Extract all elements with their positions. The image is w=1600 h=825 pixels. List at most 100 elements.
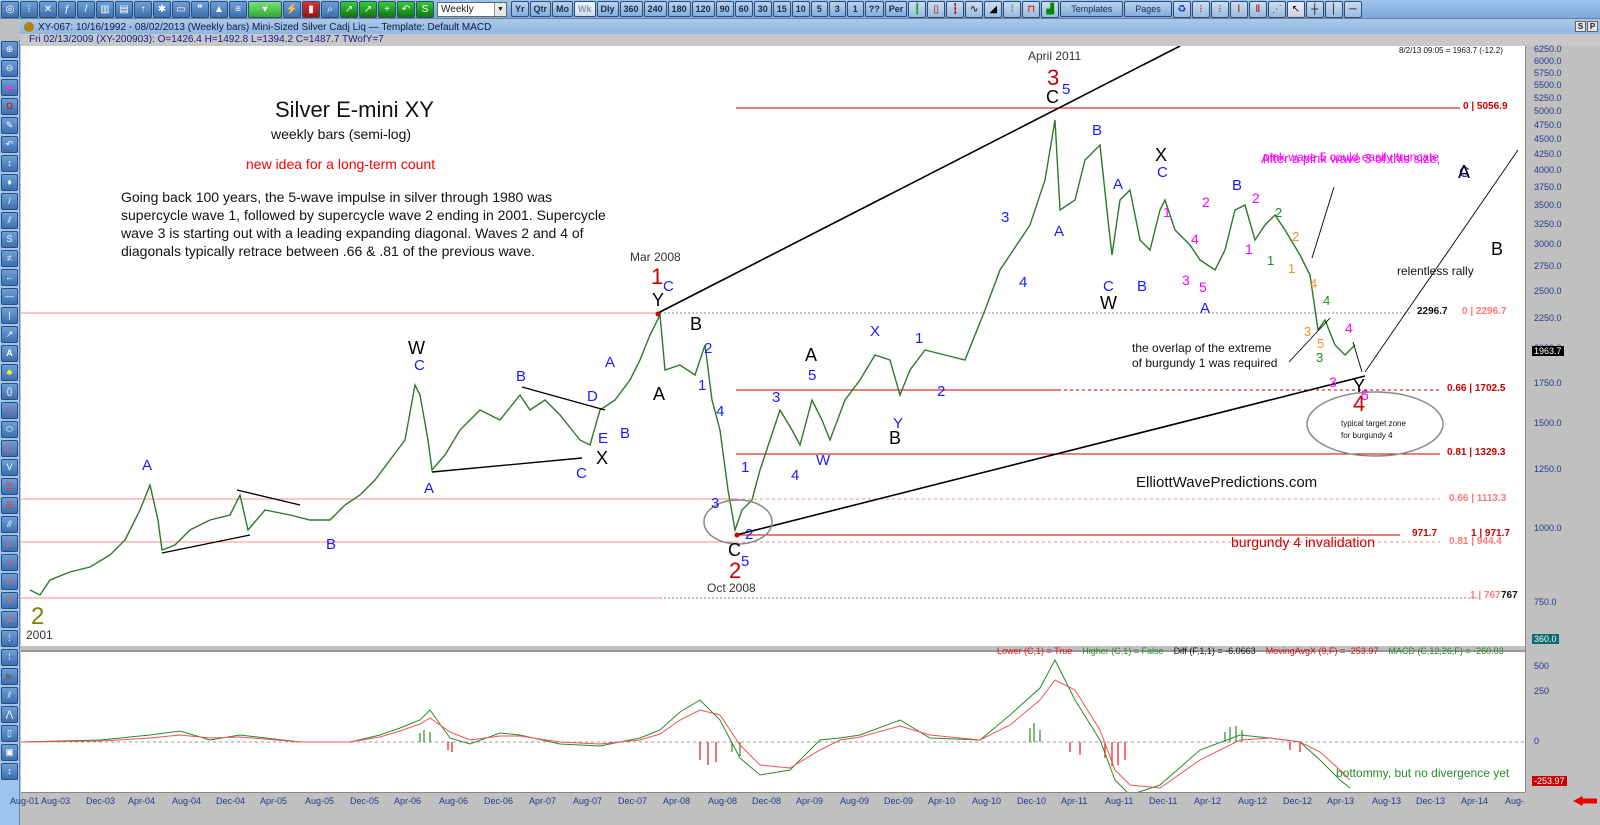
alert-icon[interactable]: ♦ bbox=[1, 174, 18, 191]
globe-icon[interactable]: ◎ bbox=[1, 0, 19, 18]
interval-button-90[interactable]: 90 bbox=[715, 1, 734, 17]
arrow-left-icon[interactable]: ← bbox=[1, 269, 18, 286]
interval-button-1[interactable]: 1 bbox=[846, 1, 864, 17]
fib-extension-icon[interactable]: ⋰ bbox=[1267, 0, 1286, 18]
line-chart-icon[interactable]: ∿ bbox=[965, 0, 984, 18]
eraser-icon[interactable]: ▰ bbox=[1, 79, 18, 96]
gears-icon[interactable]: ✱ bbox=[153, 0, 171, 18]
speed-line-icon[interactable]: S bbox=[1, 231, 18, 248]
books-icon[interactable]: ▥ bbox=[96, 0, 114, 18]
time-zones-icon[interactable]: ⁞ bbox=[1, 649, 18, 666]
fib-price2-icon[interactable]: Ⅱ bbox=[1248, 0, 1267, 18]
undo-icon[interactable]: ↶ bbox=[1, 136, 18, 153]
step-chart-icon[interactable]: ⊓ bbox=[1022, 0, 1041, 18]
bar-chart-style-icon[interactable]: ┃ bbox=[908, 0, 927, 18]
chart-icon[interactable]: ↗ bbox=[340, 0, 358, 18]
add-chart-icon[interactable]: + bbox=[378, 0, 396, 18]
horizontal-line-tool-icon[interactable]: — bbox=[1, 288, 18, 305]
time-cycles-icon[interactable]: ⧺ bbox=[1, 611, 18, 628]
interval-button-30[interactable]: 30 bbox=[753, 1, 772, 17]
text-tool-icon[interactable]: A bbox=[1, 345, 18, 362]
interval-button-qq[interactable]: ?? bbox=[864, 1, 884, 17]
traffic-light-icon[interactable]: ⁝ bbox=[20, 0, 38, 18]
color-bars-icon[interactable]: ┇ bbox=[946, 0, 965, 18]
interval-button-wk[interactable]: Wk bbox=[574, 1, 596, 17]
interval-button-360[interactable]: 360 bbox=[619, 1, 643, 17]
window-icon[interactable]: ▣ bbox=[1, 744, 18, 761]
timeframe-select[interactable]: Weekly ▼ bbox=[437, 1, 507, 17]
interval-button-5[interactable]: 5 bbox=[810, 1, 828, 17]
interval-button-3[interactable]: 3 bbox=[828, 1, 846, 17]
shapes-icon[interactable]: ♣ bbox=[1, 364, 18, 381]
fib-time-zones-icon[interactable]: ⁞ bbox=[1, 630, 18, 647]
fib-price-icon[interactable]: Ⅰ bbox=[1229, 0, 1248, 18]
channel-icon[interactable]: ⫽ bbox=[1, 212, 18, 229]
interval-button-240[interactable]: 240 bbox=[643, 1, 667, 17]
circle-tool-icon[interactable]: ◯ bbox=[1, 440, 18, 457]
magnet-icon[interactable]: Ω bbox=[1, 98, 18, 115]
pages-button[interactable]: Pages bbox=[1124, 1, 1172, 17]
symbol-icon[interactable]: S bbox=[416, 0, 434, 18]
interval-button-yr[interactable]: Yr bbox=[511, 1, 529, 17]
box-icon[interactable]: ▯ bbox=[1, 725, 18, 742]
vertical-scale-icon[interactable]: ↕ bbox=[1, 155, 18, 172]
candlestick-style-icon[interactable]: ▯ bbox=[927, 0, 946, 18]
crosshair-icon[interactable]: ┼ bbox=[1305, 0, 1324, 18]
quote-icon[interactable]: ❞ bbox=[191, 0, 209, 18]
interval-button-qtr[interactable]: Qtr bbox=[529, 1, 552, 17]
ellipse-tool-icon[interactable]: ⬭ bbox=[1, 421, 18, 438]
trendline-icon[interactable]: / bbox=[1, 193, 18, 210]
bell-icon[interactable]: ▲ bbox=[210, 0, 228, 18]
horizontal-line-icon[interactable]: ─ bbox=[1343, 0, 1362, 18]
templates-button[interactable]: Templates bbox=[1060, 1, 1124, 17]
interval-button-120[interactable]: 120 bbox=[691, 1, 715, 17]
bars-icon[interactable]: ▮ bbox=[302, 0, 320, 18]
price-axis[interactable]: 6250.0 6000.0 5750.0 5500.0 5250.0 5000.0 4750… bbox=[1525, 44, 1600, 792]
fib-fan-icon[interactable]: ⋌ bbox=[1, 554, 18, 571]
ruler-icon[interactable]: / bbox=[77, 0, 95, 18]
magnifier-icon[interactable]: ⌕ bbox=[321, 0, 339, 18]
rectangle-tool-icon[interactable]: ◻ bbox=[1, 402, 18, 419]
macd-panel[interactable]: Lower (C,1) = True Higher (C,1) = False … bbox=[21, 646, 1525, 792]
symbol-menu-icon[interactable]: ▾ bbox=[248, 0, 282, 18]
vertical-line-icon[interactable]: │ bbox=[1324, 0, 1343, 18]
fib-extension-tool-icon[interactable]: ☰ bbox=[1, 497, 18, 514]
print-icon[interactable]: ▤ bbox=[115, 0, 133, 18]
recycle-icon[interactable]: ♻ bbox=[1172, 0, 1191, 18]
zoom-out-icon[interactable]: ⊖ bbox=[1, 60, 18, 77]
upload-icon[interactable]: ↑ bbox=[134, 0, 152, 18]
arrow-icon[interactable]: ↗ bbox=[1, 326, 18, 343]
interval-button-mo[interactable]: Mo bbox=[552, 1, 574, 17]
interval-button-15[interactable]: 15 bbox=[772, 1, 791, 17]
book-icon[interactable]: ▭ bbox=[172, 0, 190, 18]
gann-icon[interactable]: ⫻ bbox=[1, 516, 18, 533]
fib-time2-icon[interactable]: ⁝ bbox=[1210, 0, 1229, 18]
braces-icon[interactable]: {} bbox=[1, 383, 18, 400]
fib-time-icon[interactable]: ⁝ bbox=[1191, 0, 1210, 18]
lightning-icon[interactable]: ⚡ bbox=[283, 0, 301, 18]
speed-fan-icon[interactable]: ∢ bbox=[1, 573, 18, 590]
chart-undo-icon[interactable]: ↶ bbox=[397, 0, 415, 18]
pencil-icon[interactable]: ✎ bbox=[1, 117, 18, 134]
scroll-left-arrow-icon[interactable] bbox=[1573, 796, 1597, 806]
interval-button-180[interactable]: 180 bbox=[667, 1, 691, 17]
interval-button-per[interactable]: Per bbox=[884, 1, 908, 17]
s-button[interactable]: S bbox=[1575, 21, 1586, 32]
value-label-icon[interactable]: V bbox=[1, 459, 18, 476]
fib-retracement-icon[interactable]: ☰ bbox=[1, 478, 18, 495]
interval-button-dly[interactable]: Dly bbox=[596, 1, 619, 17]
vertical-line-tool-icon[interactable]: | bbox=[1, 307, 18, 324]
p-button[interactable]: P bbox=[1587, 21, 1598, 32]
triangle-icon[interactable]: ▶ bbox=[1, 668, 18, 685]
tools-icon[interactable]: ✕ bbox=[39, 0, 57, 18]
wave-count-icon[interactable]: ⋀ bbox=[1, 706, 18, 723]
measure-icon[interactable]: ↕ bbox=[1, 763, 18, 780]
band-icon[interactable]: ⫽ bbox=[1, 687, 18, 704]
cursor-icon[interactable]: ↖ bbox=[1286, 0, 1305, 18]
point-figure-icon[interactable]: ⁞ bbox=[1003, 0, 1022, 18]
histogram-icon[interactable]: ▟ bbox=[1041, 0, 1060, 18]
parallel-channel-icon[interactable]: ≠ bbox=[1, 250, 18, 267]
function-icon[interactable]: ƒ bbox=[58, 0, 76, 18]
interval-button-60[interactable]: 60 bbox=[734, 1, 753, 17]
